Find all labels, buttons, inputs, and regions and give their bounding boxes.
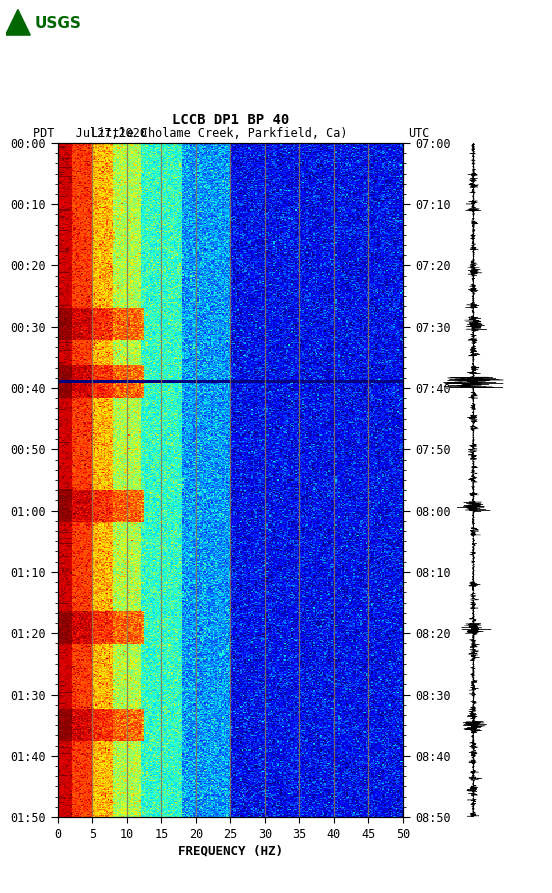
Polygon shape (6, 10, 30, 35)
Text: Little Cholame Creek, Parkfield, Ca): Little Cholame Creek, Parkfield, Ca) (91, 127, 348, 140)
Text: UTC: UTC (408, 127, 430, 140)
Text: LCCB DP1 BP 40: LCCB DP1 BP 40 (172, 113, 289, 127)
X-axis label: FREQUENCY (HZ): FREQUENCY (HZ) (178, 845, 283, 857)
Text: PDT   Jul27,2020: PDT Jul27,2020 (33, 127, 147, 140)
Text: USGS: USGS (34, 16, 81, 31)
